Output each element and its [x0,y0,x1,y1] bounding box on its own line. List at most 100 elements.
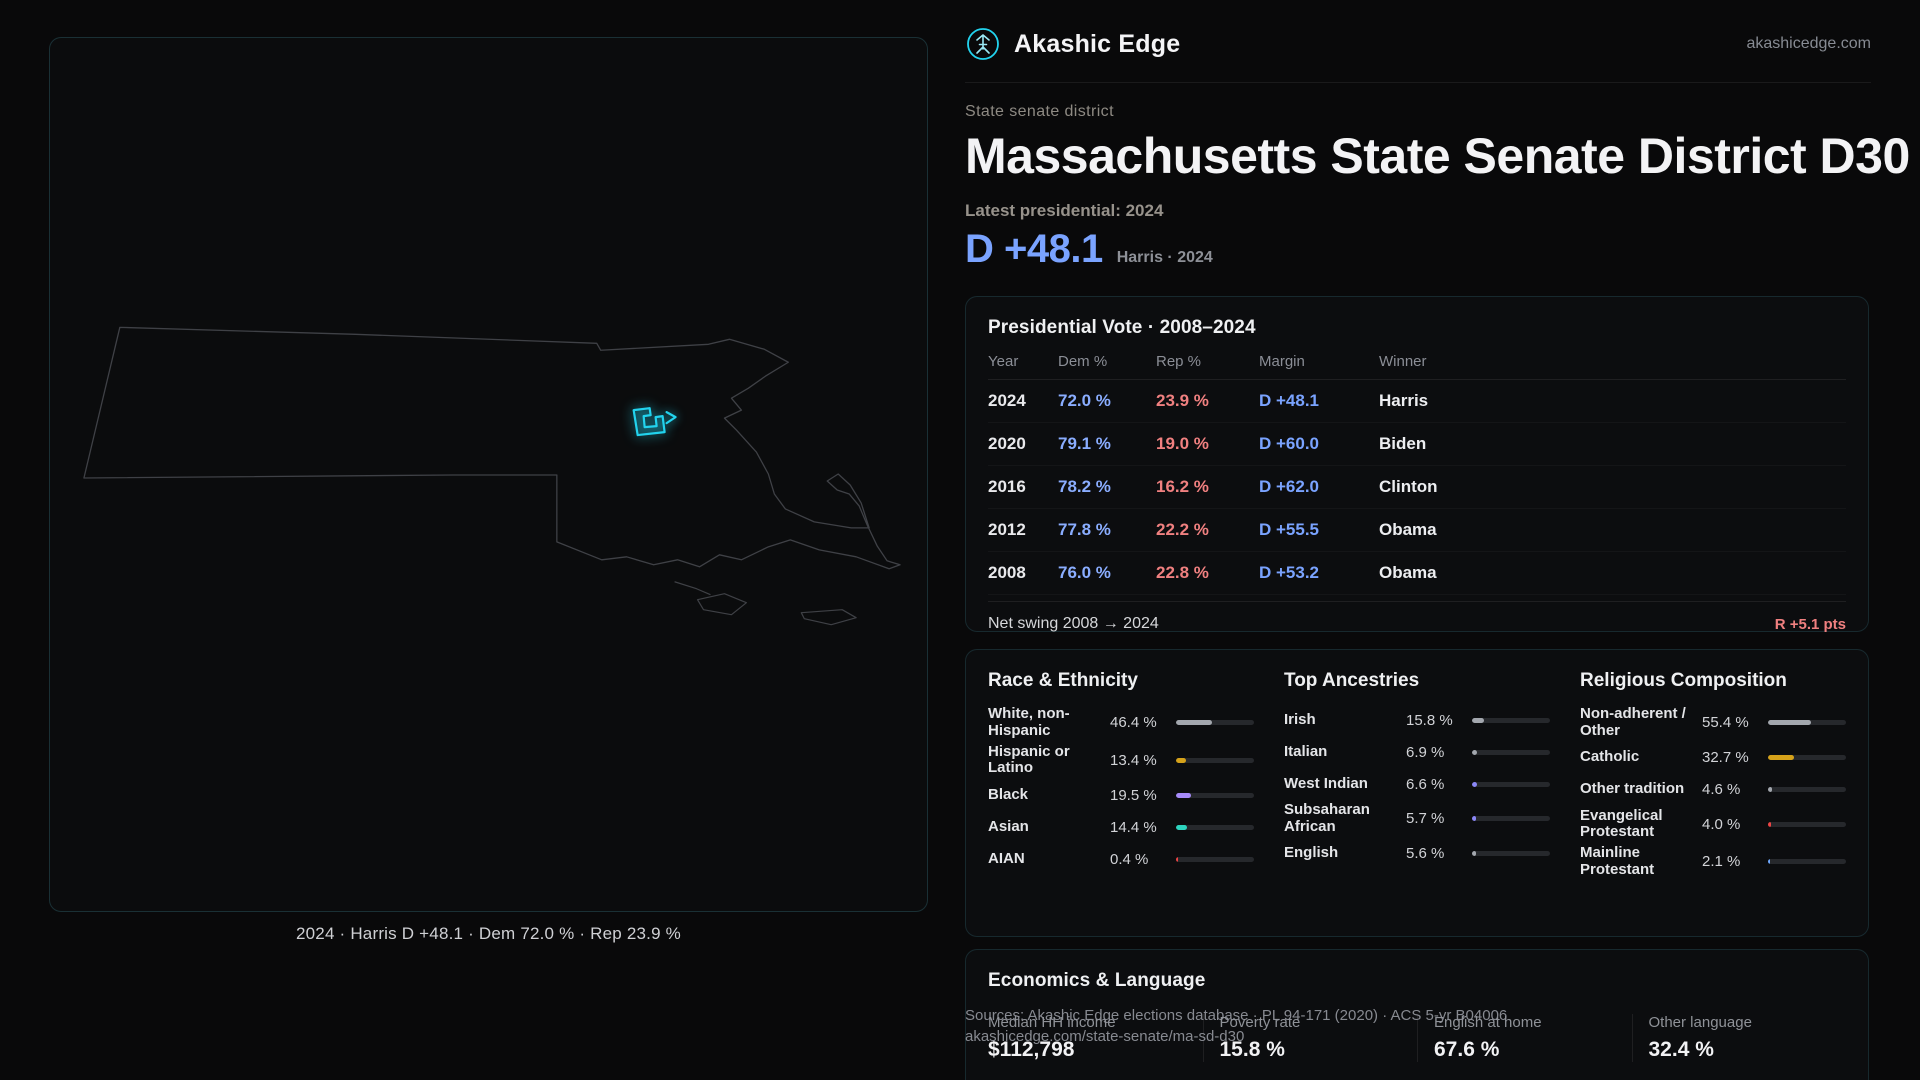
sources-line: Sources: Akashic Edge elections database… [965,1007,1508,1024]
cell-margin: D +48.1 [1259,391,1320,410]
state-outline [83,326,901,570]
stat-english-at-home: English at home 67.6 % [1417,1014,1632,1062]
demo-label: Subsaharan African [1284,801,1370,835]
net-swing-value: R +5.1 pts [1774,615,1846,633]
list-item: AIAN 0.4 % [988,843,1254,875]
demo-value: 5.6 % [1406,845,1445,863]
sources-footer: Sources: Akashic Edge elections database… [965,1005,1507,1047]
cell-margin: D +53.2 [1259,563,1320,582]
economics-card-title: Economics & Language [988,970,1206,991]
col-header-year: Year [988,353,1019,370]
table-row: 2024 72.0 % 23.9 % D +48.1 Harris [988,380,1846,423]
presidential-vote-card: Presidential Vote · 2008–2024 Year Dem %… [965,296,1869,633]
demo-value: 6.6 % [1406,775,1445,793]
headline-margin-block: D +48.1 Harris · 2024 [965,227,1871,272]
stat-label: Other language [1648,1014,1752,1031]
demo-label: White, non-Hispanic [988,705,1070,739]
demo-label: Hispanic or Latino [988,742,1070,777]
list-item: Other tradition 4.6 % [1580,774,1846,806]
demo-label: Non-adherent / Other [1580,705,1686,739]
stat-value: 67.6 % [1434,1038,1500,1061]
list-item: Asian 14.4 % [988,811,1254,843]
economics-card: Economics & Language Median HH income $1… [965,949,1869,1080]
table-row: 2012 77.8 % 22.2 % D +55.5 Obama [988,509,1846,552]
demo-value: 55.4 % [1702,714,1749,732]
demo-bar [1768,787,1846,793]
highlighted-district[interactable] [632,407,677,437]
report-column: Akashic Edge akashicedge.com State senat… [965,0,1910,1080]
report-url-link[interactable]: akashicedge.com/state-senate/ma-sd-d30 [965,1028,1245,1045]
demo-label: Evangelical Protestant [1580,806,1663,841]
stat-poverty-rate: Poverty rate 15.8 % [1202,1014,1418,1062]
cell-year: 2008 [988,563,1026,582]
demo-value: 32.7 % [1702,749,1749,767]
stat-other-language: Other language 32.4 % [1631,1014,1847,1062]
ancestries-section: Top Ancestries Irish 15.8 % Italian 6.9 … [1284,670,1550,881]
religion-section-title: Religious Composition [1580,670,1787,691]
list-item: Irish 15.8 % [1284,704,1550,736]
stat-median-income: Median HH income $112,798 [988,1014,1203,1062]
cell-year: 2016 [988,477,1026,496]
demo-value: 4.6 % [1702,781,1741,799]
stat-label: English at home [1434,1014,1542,1031]
demo-label: AIAN [988,849,1025,867]
cell-rep-pct: 22.8 % [1156,563,1209,582]
demo-label: English [1284,844,1339,862]
cell-winner: Biden [1379,434,1427,453]
list-item: West Indian 6.6 % [1284,768,1550,800]
stat-value: 32.4 % [1648,1038,1714,1061]
brand-name: Akashic Edge [1014,29,1181,58]
massachusetts-map [83,326,901,626]
demo-bar [1176,792,1254,798]
cell-winner: Clinton [1379,477,1438,496]
col-header-rep: Rep % [1156,353,1202,370]
cell-rep-pct: 19.0 % [1156,434,1209,453]
col-header-dem: Dem % [1058,353,1108,370]
list-item: English 5.6 % [1284,838,1550,870]
economics-stats: Median HH income $112,798 Poverty rate 1… [988,1014,1846,1062]
brand: Akashic Edge [965,26,1180,62]
cell-rep-pct: 16.2 % [1156,477,1209,496]
demo-label: Catholic [1580,748,1640,766]
demo-bar [1472,781,1550,787]
cell-dem-pct: 77.8 % [1058,520,1111,539]
map-panel [49,37,928,912]
brand-domain-link[interactable]: akashicedge.com [1746,35,1871,52]
demo-value: 46.4 % [1110,714,1157,732]
demo-value: 19.5 % [1110,786,1157,804]
list-item: Subsaharan African 5.7 % [1284,800,1550,838]
demo-bar [1768,821,1846,827]
demo-label: Black [988,785,1029,803]
kicker-label: State senate district [965,103,1114,120]
list-item: Evangelical Protestant 4.0 % [1580,806,1846,844]
district-boundary[interactable] [632,407,666,437]
elizabeth-islands-outline [674,581,711,596]
cell-dem-pct: 79.1 % [1058,434,1111,453]
col-header-winner: Winner [1379,353,1427,370]
list-item: Catholic 32.7 % [1580,742,1846,774]
demo-label: Irish [1284,710,1316,728]
demo-label: West Indian [1284,774,1368,792]
demo-label: Asian [988,817,1029,835]
stat-label: Median HH income [988,1014,1116,1031]
cell-dem-pct: 72.0 % [1058,391,1111,410]
demo-bar [1472,816,1550,822]
headline-margin-value: D +48.1 [965,227,1103,271]
list-item: Italian 6.9 % [1284,736,1550,768]
presidential-card-title: Presidential Vote · 2008–2024 [988,317,1256,338]
demo-bar [1768,859,1846,865]
table-row: 2016 78.2 % 16.2 % D +62.0 Clinton [988,466,1846,509]
demo-value: 14.4 % [1110,818,1157,836]
stat-value: $112,798 [988,1038,1075,1061]
demo-value: 13.4 % [1110,751,1157,769]
cell-margin: D +60.0 [1259,434,1320,453]
demo-value: 4.0 % [1702,815,1741,833]
demo-bar [1176,824,1254,830]
district-pointer-icon [665,411,677,425]
list-item: Mainline Protestant 2.1 % [1580,843,1846,881]
net-swing-row: Net swing 2008 → 2024 R +5.1 pts [988,601,1846,633]
demo-value: 5.7 % [1406,810,1445,828]
demo-bar [1768,755,1846,761]
cell-margin: D +55.5 [1259,520,1320,539]
demo-value: 0.4 % [1110,850,1149,868]
